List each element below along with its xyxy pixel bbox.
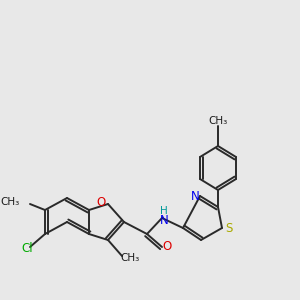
Text: O: O xyxy=(162,241,172,254)
Text: CH₃: CH₃ xyxy=(1,197,20,207)
Text: S: S xyxy=(225,223,233,236)
Text: O: O xyxy=(96,196,106,208)
Text: N: N xyxy=(190,190,200,203)
Text: N: N xyxy=(160,214,168,226)
Text: CH₃: CH₃ xyxy=(120,253,140,263)
Text: Cl: Cl xyxy=(21,242,33,256)
Text: CH₃: CH₃ xyxy=(208,116,228,126)
Text: H: H xyxy=(160,206,168,216)
